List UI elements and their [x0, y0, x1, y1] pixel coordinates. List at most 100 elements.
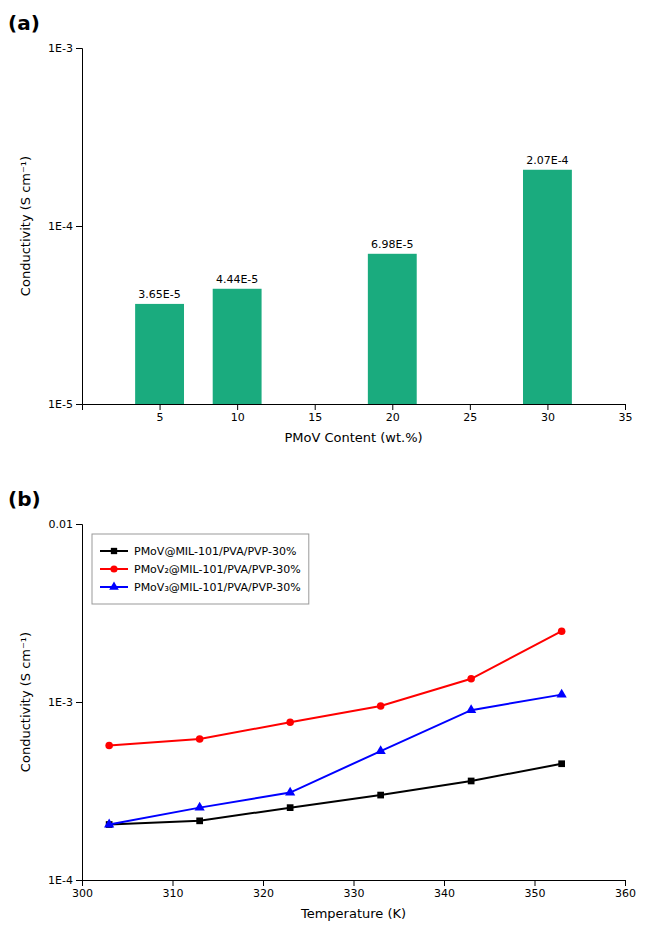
- tick-mark: [625, 880, 626, 886]
- tick-label: 310: [163, 887, 184, 900]
- tick: 20: [386, 404, 400, 424]
- x-axis-title: Temperature (K): [300, 906, 406, 921]
- tick: 350: [525, 880, 546, 900]
- point: [558, 760, 565, 767]
- tick: 1E-5: [48, 398, 82, 411]
- point: [105, 742, 113, 750]
- tick-mark: [354, 880, 355, 886]
- tick-mark: [76, 226, 82, 227]
- tick-label: 300: [72, 887, 93, 900]
- tick: 35: [619, 404, 633, 424]
- axis-line: [76, 525, 83, 881]
- title: (a): [8, 11, 40, 35]
- tick: 300: [72, 880, 93, 900]
- data-label: 2.07E-4: [526, 154, 568, 167]
- tick-label: 1E-3: [48, 42, 73, 55]
- tick: 25: [463, 404, 477, 424]
- tick-mark: [315, 404, 316, 410]
- bar: [213, 289, 262, 404]
- tick-label: 5: [157, 411, 164, 424]
- tick-mark: [547, 404, 548, 410]
- x-axis: 5 10 15 20 25 30 35: [83, 404, 633, 424]
- tick-label: 30: [541, 411, 555, 424]
- point: [468, 778, 475, 785]
- tick-mark: [535, 880, 536, 886]
- y-axis-title: Conductivity (S cm⁻¹): [18, 156, 33, 296]
- tick: 330: [344, 880, 365, 900]
- data-label: 3.65E-5: [138, 288, 180, 301]
- tick-label: 0.01: [49, 518, 74, 531]
- tick-mark: [263, 880, 264, 886]
- tick-label: 1E-3: [48, 696, 73, 709]
- tick-label: 15: [308, 411, 322, 424]
- chart-container: 5 10 15 20 25 30 35 1E-5 1E-4 1E-3 PMoV Content (w…: [0, 0, 650, 952]
- tick-mark: [444, 880, 445, 886]
- legend-marker: [110, 565, 117, 572]
- tick-label: 350: [525, 887, 546, 900]
- point: [467, 675, 475, 683]
- tick: 1E-4: [48, 874, 82, 887]
- tick-label: 330: [344, 887, 365, 900]
- tick-label: 25: [463, 411, 477, 424]
- bar: [135, 304, 184, 404]
- bar: [523, 170, 572, 404]
- tick-mark: [76, 880, 82, 881]
- y-axis-title: Conductivity (S cm⁻¹): [18, 632, 33, 772]
- tick: 1E-3: [48, 42, 82, 55]
- panel: 5 10 15 20 25 30 35 1E-5 1E-4 1E-3 PMoV Content (w…: [18, 42, 633, 445]
- title: (b): [8, 487, 41, 511]
- tick: 340: [434, 880, 455, 900]
- point: [466, 704, 476, 713]
- tick: 310: [163, 880, 184, 900]
- legend-marker: [109, 581, 119, 589]
- x-axis-title: PMoV Content (wt.%): [284, 430, 422, 445]
- line: [109, 695, 562, 825]
- point: [376, 745, 386, 754]
- tick-label: 320: [253, 887, 274, 900]
- point: [195, 802, 205, 811]
- point: [196, 817, 203, 824]
- y-axis: 1E-5 1E-4 1E-3: [48, 42, 82, 411]
- plot-area: [135, 170, 572, 404]
- tick-label: 1E-4: [48, 220, 73, 233]
- legend-box: [92, 534, 309, 604]
- tick-mark: [625, 404, 626, 410]
- tick: 1E-3: [48, 696, 82, 709]
- axis-line: [83, 881, 626, 887]
- tick-label: 360: [615, 887, 636, 900]
- legend: PMoV@MIL-101/PVA/PVP-30% PMoV₂@MIL-101/PV…: [92, 534, 309, 604]
- data-labels: 3.65E-54.44E-56.98E-52.07E-4: [138, 154, 568, 301]
- y-axis: 1E-4 1E-3 0.01: [48, 518, 82, 887]
- tick-label: 35: [619, 411, 633, 424]
- tick-label: 340: [434, 887, 455, 900]
- tick: 360: [615, 880, 636, 900]
- tick-mark: [470, 404, 471, 410]
- tick-mark: [237, 404, 238, 410]
- axis-line: [76, 49, 83, 405]
- legend-item: PMoV@MIL-101/PVA/PVP-30%: [100, 545, 296, 558]
- tick-mark: [76, 48, 82, 49]
- point: [285, 787, 295, 796]
- point: [287, 804, 294, 811]
- bar: [368, 254, 417, 404]
- tick: 10: [231, 404, 245, 424]
- point: [196, 735, 204, 743]
- legend-label: PMoV₂@MIL-101/PVA/PVP-30%: [134, 563, 301, 576]
- tick: 0.01: [49, 518, 83, 531]
- point: [104, 819, 114, 828]
- legend-item: PMoV₂@MIL-101/PVA/PVP-30%: [100, 563, 301, 576]
- x-axis: 300 310 320 330 340 350 360: [72, 880, 636, 900]
- tick-mark: [160, 404, 161, 410]
- point: [557, 689, 567, 698]
- point: [377, 702, 385, 710]
- tick-label: 1E-5: [48, 398, 73, 411]
- tick: 1E-4: [48, 220, 82, 233]
- legend-marker: [111, 548, 117, 554]
- data-label: 6.98E-5: [371, 238, 413, 251]
- tick-mark: [76, 702, 82, 703]
- tick-mark: [173, 880, 174, 886]
- tick: 30: [541, 404, 555, 424]
- tick: 15: [308, 404, 322, 424]
- tick: 320: [253, 880, 274, 900]
- panel: 300 310 320 330 340 350 360 1E-4 1E-3 0.01 Tempera…: [18, 518, 636, 921]
